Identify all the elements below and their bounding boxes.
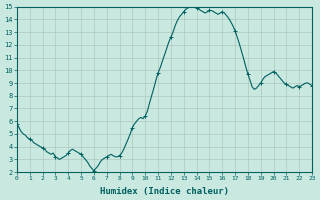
X-axis label: Humidex (Indice chaleur): Humidex (Indice chaleur) <box>100 187 229 196</box>
